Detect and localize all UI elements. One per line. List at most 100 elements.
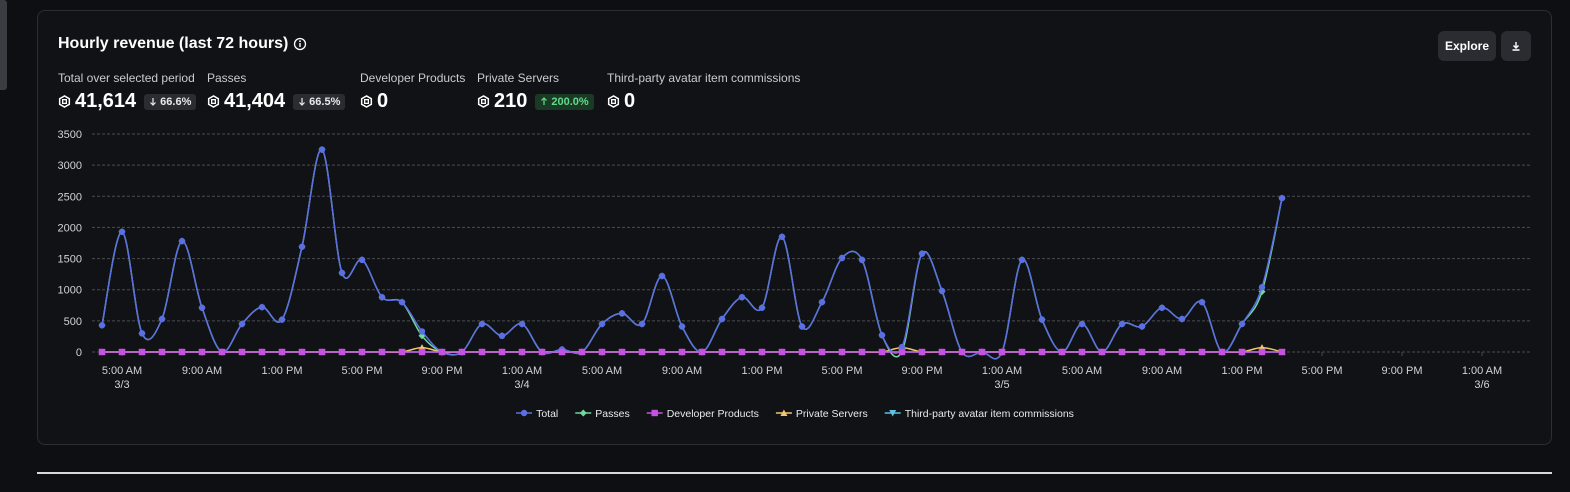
card-title: Hourly revenue (last 72 hours) [58,35,307,53]
stat: Private Servers 210 200.0% [477,71,594,113]
point [1118,320,1126,328]
point [1198,348,1206,356]
stat: Third-party avatar item commissions 0 [607,71,800,113]
legend-item[interactable]: Third-party avatar item commissions [884,408,1074,420]
series-line [101,148,1283,360]
stat-label: Third-party avatar item commissions [607,71,801,85]
point [1138,323,1146,330]
x-tick-label: 5:00 AM [102,365,142,377]
x-date-label: 3/6 [1474,379,1489,391]
point [798,323,806,330]
point [118,348,126,356]
point [178,237,186,245]
x-date-label: 3/3 [114,379,129,391]
series-line [101,148,1283,360]
point [578,348,586,356]
point [1178,348,1186,356]
point [218,348,226,356]
arrow-up [541,97,548,105]
y-tick-label: 3500 [58,129,82,141]
point [518,348,526,356]
change-badge: 66.5% [293,93,346,110]
title-text: Hourly revenue (last 72 hours) [58,35,289,52]
download-icon [1512,42,1520,51]
x-tick-label: 5:00 PM [1302,365,1343,377]
point [898,343,906,351]
point [958,348,966,356]
legend: Total Passes Developer Products Private Ser… [516,408,1074,420]
download-button[interactable] [1501,31,1531,61]
scrollbar[interactable] [0,0,7,90]
point [978,348,986,356]
x-tick-label: 9:00 PM [422,365,463,377]
legend-item[interactable]: Private Servers [775,408,868,420]
point [838,348,846,356]
legend-label: Private Servers [796,408,868,420]
point [298,348,306,356]
point [1038,348,1046,356]
point [98,348,106,356]
point [498,332,506,340]
stat: Total over selected period 41,614 66.6% [58,71,197,113]
stat-label: Total over selected period [58,71,195,85]
legend-item[interactable]: Passes [575,408,630,420]
point [579,409,587,417]
point [258,303,266,311]
x-tick-label: 5:00 PM [342,365,383,377]
arrow-down [299,98,306,106]
y-tick-label: 2000 [58,222,82,234]
point [1158,348,1166,356]
explore-button[interactable]: Explore [1438,31,1496,61]
legend-item[interactable]: Developer Products [646,408,759,420]
x-date-label: 3/4 [514,379,529,391]
robux-icon [207,95,220,108]
legend-item[interactable]: Total [516,408,558,420]
point [678,323,686,330]
stat-row: 0 [360,90,465,113]
robux-icon [58,95,71,108]
x-tick-label: 1:00 PM [262,365,303,377]
x-tick-label: 9:00 AM [182,365,222,377]
point [438,348,446,356]
point [378,293,386,301]
point [458,348,466,356]
x-tick-label: 9:00 PM [1382,365,1423,377]
point [618,348,626,356]
point [198,348,206,356]
x-tick-label: 9:00 AM [662,365,702,377]
point [1238,320,1246,328]
stat-value: 210 [494,90,528,112]
point [338,348,346,356]
point [938,348,946,356]
point [1078,320,1086,328]
point [478,348,486,356]
card: Hourly revenue (last 72 hours) Explore T… [37,10,1552,445]
point [358,348,366,356]
info-icon[interactable] [293,37,307,51]
point [918,250,926,257]
point [158,315,166,323]
y-tick-label: 1000 [58,285,82,297]
change-value: 200.0% [551,95,589,108]
x-tick-label: 9:00 AM [1142,365,1182,377]
point [818,348,826,356]
y-tick-label: 500 [64,316,82,328]
x-tick-label: 5:00 AM [1062,365,1102,377]
point [1178,315,1186,323]
legend-label: Developer Products [667,408,759,420]
point [718,315,726,323]
point [118,228,126,235]
point [378,348,386,356]
point [858,256,866,264]
point [298,243,306,250]
stat-value: 41,404 [224,90,286,112]
stat-label: Developer Products [360,71,466,85]
point [758,304,766,311]
point [1278,194,1286,202]
arrow-down [150,98,157,106]
stat: Developer Products 0 [360,71,465,113]
point [1258,284,1266,291]
change-badge: 66.6% [144,93,197,110]
point [418,348,426,356]
series [98,348,1286,356]
